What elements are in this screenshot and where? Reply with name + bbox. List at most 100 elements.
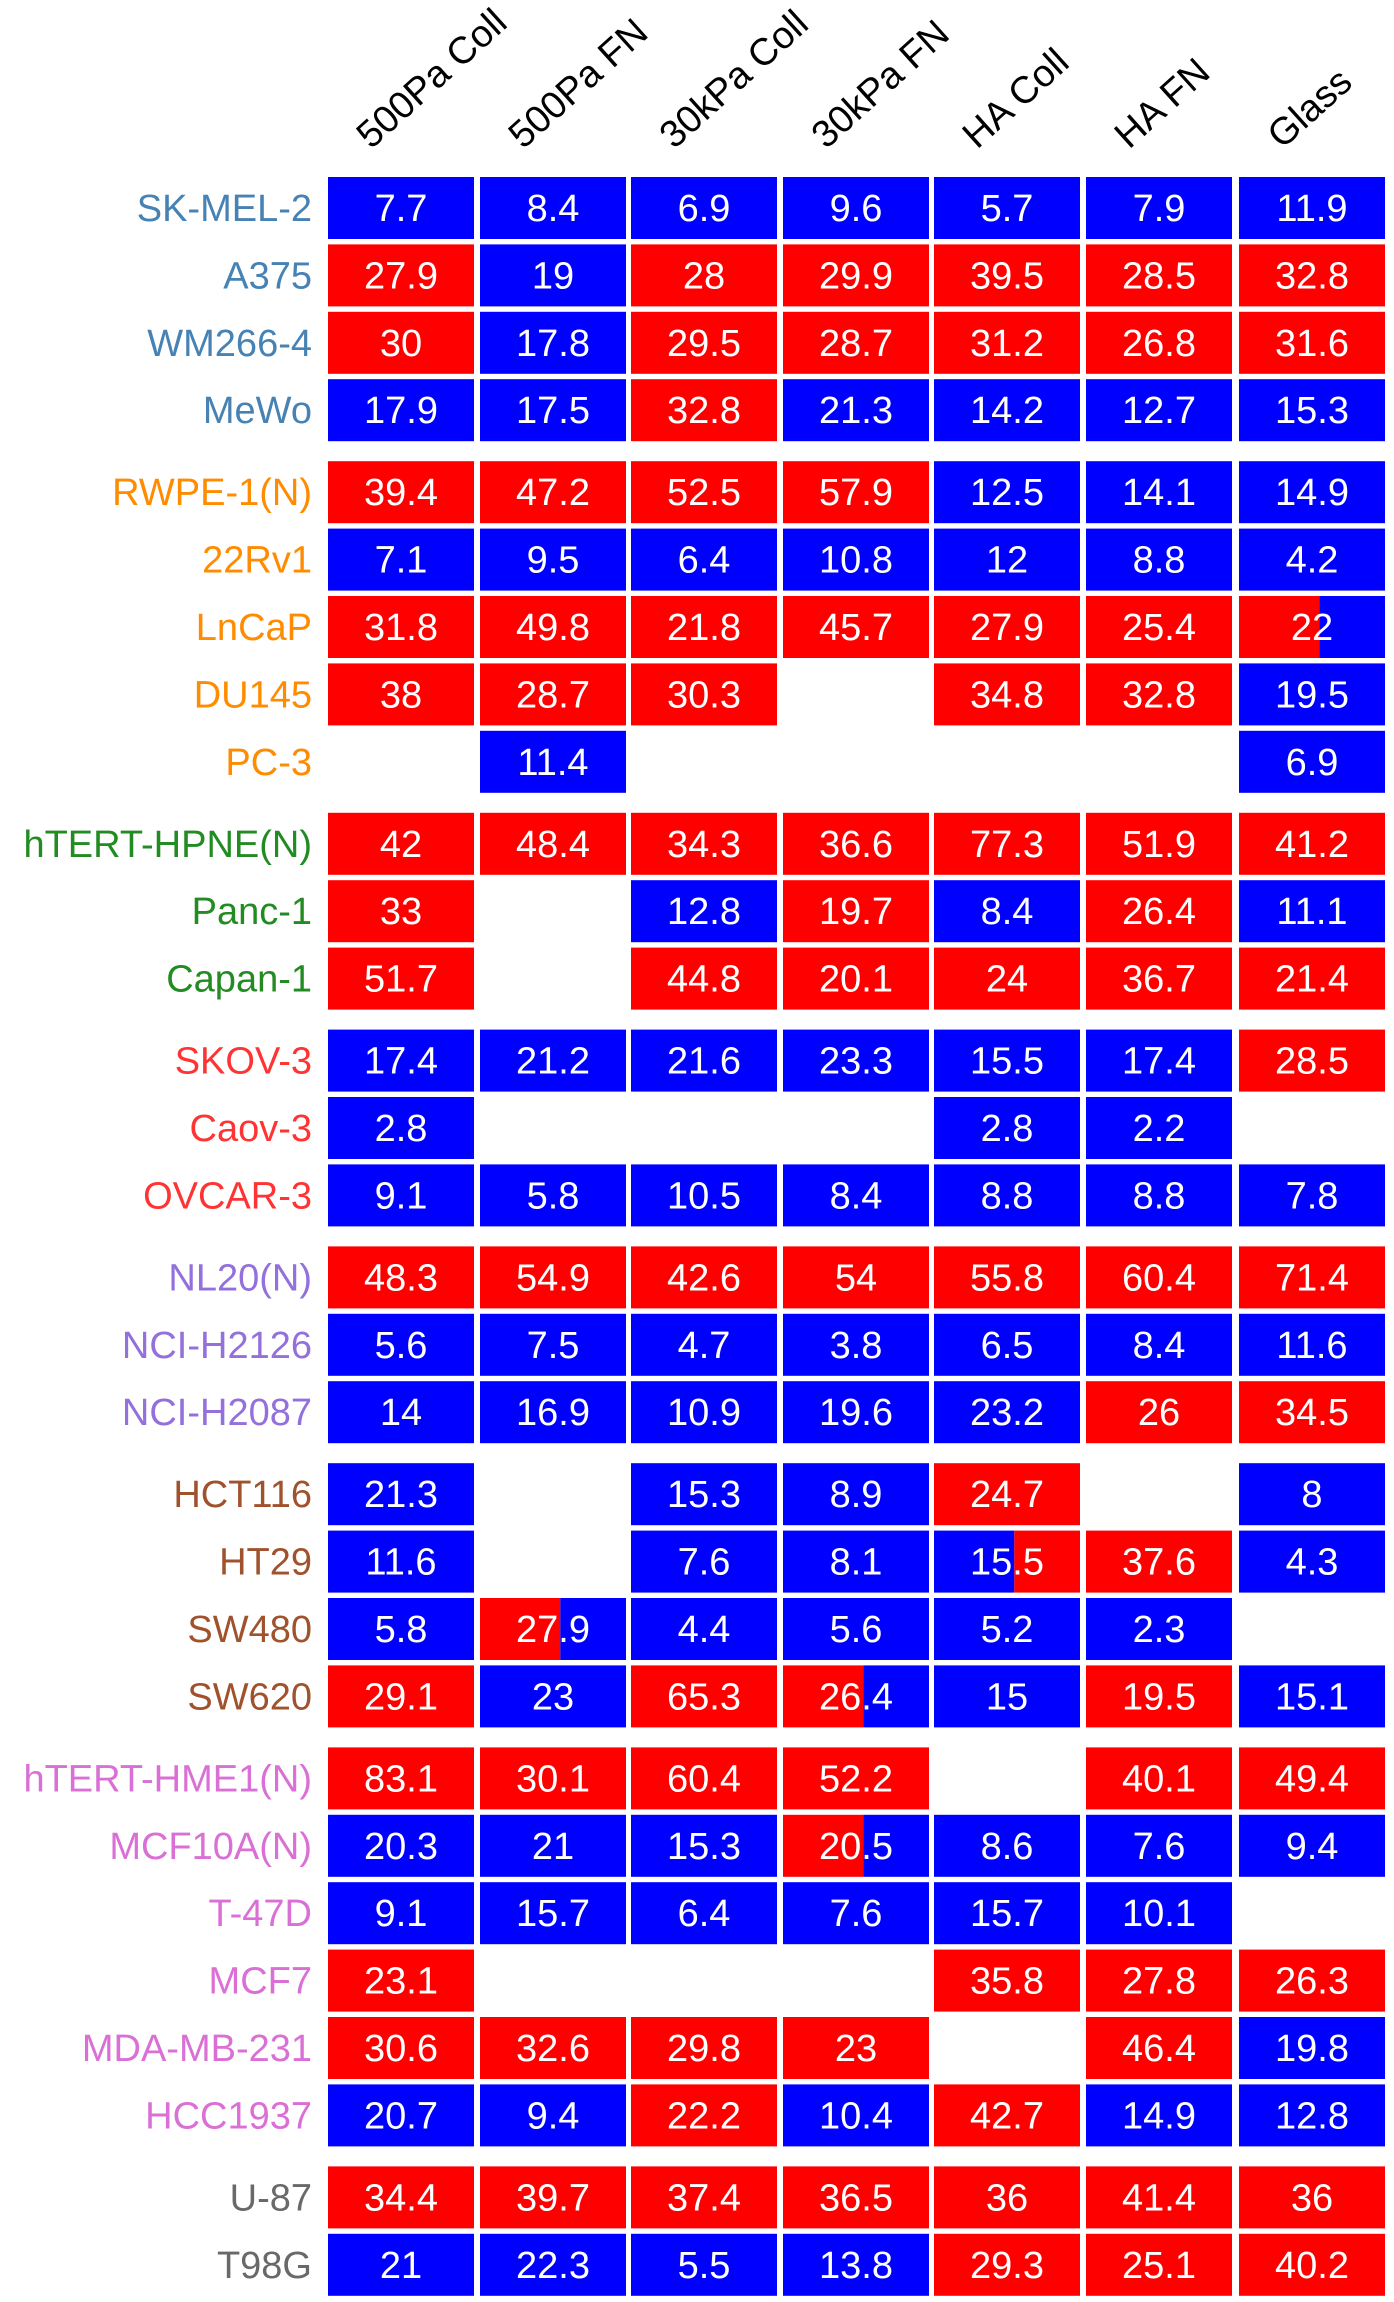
cell-value: 15.3: [667, 1826, 741, 1868]
cell-value: 36.7: [1122, 959, 1196, 1001]
heatmap-cell: [934, 244, 1080, 307]
row-label: Panc-1: [192, 891, 312, 933]
cell-value: 29.9: [819, 255, 893, 297]
cell-value: 24.7: [970, 1474, 1044, 1516]
cell-value: 77.3: [970, 824, 1044, 866]
cell-value: 39.7: [516, 2177, 590, 2219]
row-label: T98G: [217, 2245, 312, 2287]
heatmap-cell: [1239, 947, 1385, 1010]
cell-value: 71.4: [1275, 1257, 1349, 1299]
heatmap-cell: [1239, 1029, 1385, 1092]
cell-value: 10.9: [667, 1392, 741, 1434]
cell-value: 35.8: [970, 1961, 1044, 2003]
cell-value: 83.1: [364, 1758, 438, 1800]
cell-value: 7.9: [1133, 188, 1186, 230]
heatmap-cell: [631, 1530, 777, 1593]
heatmap-cell: [1086, 1246, 1232, 1309]
row-label: HT29: [219, 1542, 312, 1584]
cell-value: 5.7: [981, 188, 1034, 230]
cell-value: 15.7: [970, 1893, 1044, 1935]
heatmap-cell: [328, 596, 474, 658]
heatmap-cell: [1086, 812, 1232, 875]
cell-value: 12: [986, 540, 1028, 582]
cell-value: 21.6: [667, 1041, 741, 1083]
cell-value: 41.4: [1122, 2177, 1196, 2219]
heatmap-cell: [480, 2017, 626, 2079]
cell-value: 31.6: [1275, 323, 1349, 365]
cell-value: 5.8: [527, 1175, 580, 1217]
heatmap-cell: [328, 1246, 474, 1309]
cell-value: 21.2: [516, 1041, 590, 1083]
heatmap-cell: [1239, 2166, 1385, 2229]
cell-value: 7.8: [1286, 1175, 1339, 1217]
cell-value: 20.3: [364, 1826, 438, 1868]
heatmap-cell: [328, 379, 474, 442]
heatmap-cell: [631, 1598, 777, 1660]
heatmap-cell: [328, 1747, 474, 1810]
cell-value: 15.5: [970, 1542, 1044, 1584]
heatmap-cell: [783, 1164, 929, 1227]
cell-value: 40.1: [1122, 1758, 1196, 1800]
heatmap-cell: [328, 663, 474, 726]
cell-value: 8.4: [830, 1175, 883, 1217]
heatmap-cell: [328, 1665, 474, 1728]
cell-value: 15.5: [970, 1041, 1044, 1083]
cell-value: 48.4: [516, 824, 590, 866]
heatmap-cell: [480, 311, 626, 374]
cell-value: 17.4: [1122, 1041, 1196, 1083]
cell-value: 52.2: [819, 1758, 893, 1800]
heatmap-cell: [328, 1598, 474, 1660]
heatmap-cell: [934, 1665, 1080, 1728]
heatmap-cell: [1239, 812, 1385, 875]
heatmap-cell: [1239, 379, 1385, 442]
heatmap-cell: [1086, 1164, 1232, 1227]
heatmap-cell: [480, 461, 626, 524]
cell-value: 40.2: [1275, 2245, 1349, 2287]
heatmap-cell: [934, 1463, 1080, 1526]
cell-value: 5.8: [375, 1609, 428, 1651]
cell-value: 9.1: [375, 1893, 428, 1935]
cell-value: 2.8: [981, 1108, 1034, 1150]
cell-value: 37.4: [667, 2177, 741, 2219]
cell-value: 47.2: [516, 472, 590, 514]
heatmap-cell: [1014, 1530, 1080, 1593]
cell-value: 21.4: [1275, 959, 1349, 1001]
heatmap-cell: [1239, 596, 1320, 658]
heatmap-cell: [1239, 1530, 1385, 1593]
row-label: MeWo: [203, 390, 312, 432]
cell-value: 29.5: [667, 323, 741, 365]
heatmap-cell: [934, 1598, 1080, 1660]
row-label: LnCaP: [196, 607, 312, 649]
cell-value: 28.5: [1275, 1041, 1349, 1083]
heatmap-cell: [480, 1665, 626, 1728]
heatmap-cell: [1239, 663, 1385, 726]
row-label: A375: [223, 255, 312, 297]
cell-value: 32.6: [516, 2028, 590, 2070]
cell-value: 34.8: [970, 674, 1044, 716]
heatmap-cell: [1239, 1164, 1385, 1227]
cell-value: 22.2: [667, 2095, 741, 2137]
cell-value: 36: [986, 2177, 1028, 2219]
heatmap-cell: [1086, 177, 1232, 239]
cell-value: 28.5: [1122, 255, 1196, 297]
heatmap-cell: [328, 1882, 474, 1945]
cell-value: 42.6: [667, 1257, 741, 1299]
cell-value: 9.4: [527, 2095, 580, 2137]
heatmap-cell: [328, 2017, 474, 2079]
cell-value: 19.7: [819, 891, 893, 933]
cell-value: 21: [532, 1826, 574, 1868]
heatmap-cell: [1086, 311, 1232, 374]
heatmap-cell: [480, 2233, 626, 2296]
heatmap-cell: [783, 880, 929, 943]
heatmap-cell: [480, 1747, 626, 1810]
cell-value: 15.1: [1275, 1676, 1349, 1718]
cell-value: 14.9: [1122, 2095, 1196, 2137]
cell-value: 49.4: [1275, 1758, 1349, 1800]
cell-value: 26.8: [1122, 323, 1196, 365]
heatmap-cell: [328, 2166, 474, 2229]
heatmap-cell: [1239, 1747, 1385, 1810]
heatmap-cell: [934, 2166, 1080, 2229]
cell-value: 8.4: [527, 188, 580, 230]
heatmap-cell: [1239, 1949, 1385, 2012]
heatmap-cell: [783, 1530, 929, 1593]
